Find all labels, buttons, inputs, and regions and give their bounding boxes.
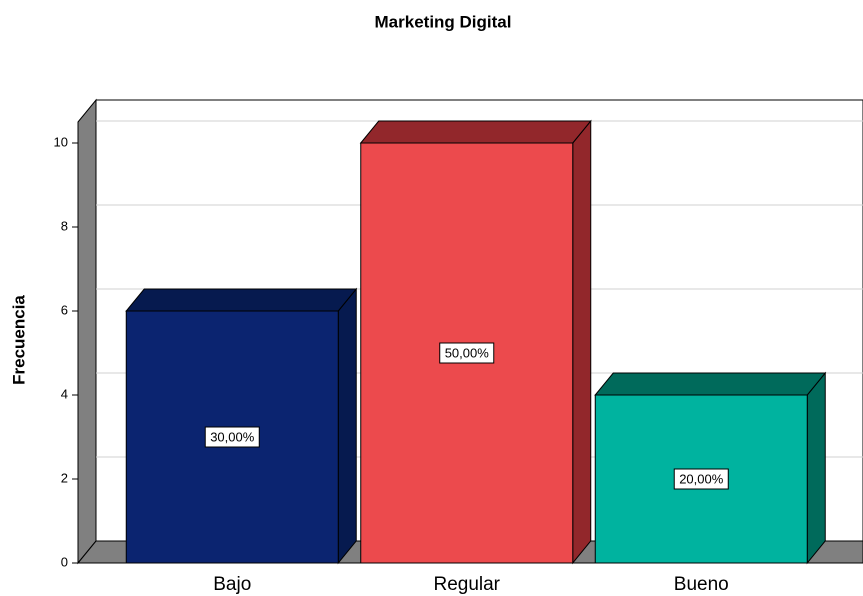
value-label: 50,00% <box>445 345 490 360</box>
x-tick-label: Bueno <box>674 574 729 595</box>
x-tick-label: Bajo <box>213 574 251 595</box>
value-label-box <box>673 468 729 490</box>
value-label: 30,00% <box>210 429 255 444</box>
bar-top <box>594 372 827 396</box>
left-wall <box>77 98 97 565</box>
bar-top <box>125 288 358 312</box>
y-tick-label: 6 <box>61 302 68 317</box>
y-tick-label: 0 <box>61 554 68 569</box>
value-label-box <box>439 342 495 364</box>
y-axis-label: Frecuencia <box>9 295 28 385</box>
chart-title: Marketing Digital <box>375 12 512 31</box>
bar-side <box>806 371 826 565</box>
y-tick-label: 10 <box>54 134 68 149</box>
y-tick-label: 8 <box>61 218 68 233</box>
y-tick-label: 2 <box>61 470 68 485</box>
value-label-box <box>204 426 260 448</box>
bar-side <box>572 119 592 565</box>
bar-side <box>337 287 357 565</box>
bar-top <box>359 120 592 144</box>
value-label: 20,00% <box>679 471 724 486</box>
x-tick-label: Regular <box>433 574 500 595</box>
y-tick-label: 4 <box>61 386 68 401</box>
